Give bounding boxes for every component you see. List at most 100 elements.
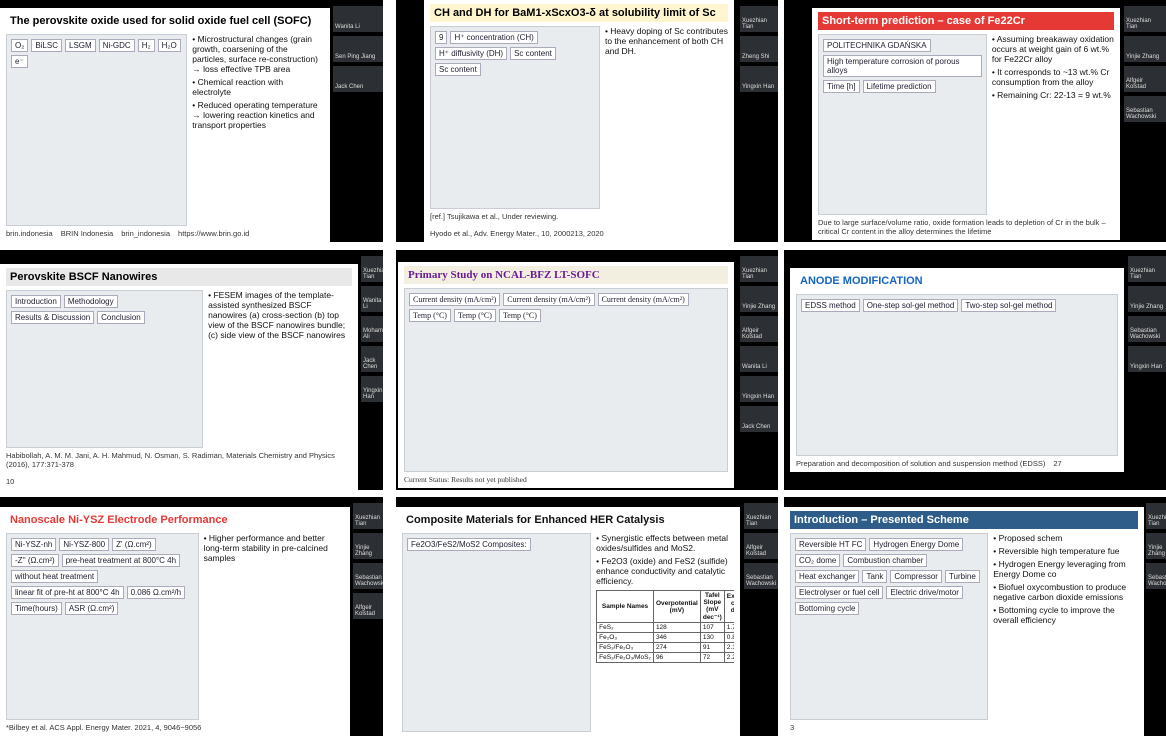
video-tile: ANODE MODIFICATION EDSS method One-step so… <box>784 250 1166 490</box>
participant: Sebastian Wachowski <box>353 563 383 589</box>
participants: Xuezhian Tian Yinjie Zhang Sebastian Wacho… <box>1128 256 1166 484</box>
bullet: Biofuel oxycombustion to produce negativ… <box>993 582 1138 602</box>
figure-label: LSGM <box>65 39 96 52</box>
text-block: Microstructural changes (grain growth, c… <box>192 34 324 226</box>
footer-text: brin.indonesia <box>6 229 53 238</box>
figure-label: pre-heat treatment at 800°C 4h <box>61 554 181 567</box>
figure-label: Heat exchanger <box>795 570 860 583</box>
figure: EDSS method One-step sol-gel method Two-st… <box>796 294 1118 456</box>
participant: Xuezhian Tian <box>1146 503 1166 529</box>
bullet: Reduced operating temperature → lowering… <box>192 100 324 130</box>
bullet: Heavy doping of Sc contributes to the en… <box>605 26 728 56</box>
participant: Xuezhian Tian <box>744 503 778 529</box>
figure: Ni-YSZ-nh Ni-YSZ-800 Z' (Ω.cm²) -Z'' (Ω.cm²… <box>6 533 199 720</box>
figure-label: Current density (mA/cm²) <box>597 293 689 306</box>
video-tile: Short-term prediction – case of Fe22Cr PO… <box>784 0 1166 242</box>
participants: Xuezhian Tian Yinjie Zhang Sebastian Wacho… <box>353 503 383 730</box>
figure: Fe2O3/FeS2/MoS2 Composites: <box>402 533 592 732</box>
figure-label: Z' (Ω.cm²) <box>112 538 156 551</box>
figure-label: Bottoming cycle <box>795 602 860 615</box>
figure-label: One-step sol-gel method <box>862 299 959 312</box>
table-cell: 72 <box>699 652 725 663</box>
slide-footer: Preparation and decomposition of solutio… <box>796 459 1118 468</box>
figure-label: Tank <box>862 570 888 583</box>
figure-label: Lifetime prediction <box>862 80 936 93</box>
text-block: Assuming breakaway oxidation occurs at w… <box>992 34 1114 215</box>
slide-title: Composite Materials for Enhanced HER Cat… <box>402 511 734 529</box>
figure-label: Combustion chamber <box>843 554 928 567</box>
table-cell: 2.2 <box>723 652 734 663</box>
slide: Primary Study on NCAL-BFZ LT-SOFC Current… <box>398 262 734 488</box>
table-cell: 2.14 <box>723 642 734 653</box>
participant: Yingxin Han <box>740 66 778 92</box>
text-block: Synergistic effects between metal oxides… <box>596 533 734 732</box>
participant: Jack Chen <box>740 406 778 432</box>
figure: Reversible HT FC Hydrogen Energy Dome CO₂ … <box>790 533 989 720</box>
figure-label: Introduction <box>11 295 61 308</box>
text-block: FESEM images of the template-assisted sy… <box>208 290 352 448</box>
footer-text: [ref.] Tsujikawa et al., Under reviewing… <box>430 212 559 221</box>
figure-label: Time(hours) <box>11 602 62 615</box>
figure-label: -Z'' (Ω.cm²) <box>11 554 59 567</box>
figure-label: H⁺ concentration (CH) <box>450 31 538 44</box>
figure-label: Methodology <box>63 295 118 308</box>
table-header: Sample Names Overpotential (mV) Tafel Slop… <box>596 590 734 623</box>
bullet: Chemical reaction with electrolyte <box>192 77 324 97</box>
bullet: Bottoming cycle to improve the overall e… <box>993 605 1138 625</box>
slide-title: CH and DH for BaM1-xScxO3-δ at solubilit… <box>430 4 728 22</box>
participant: Yinjie Zhang <box>740 286 778 312</box>
slide-footer: Current Status: Results not yet publishe… <box>404 475 728 484</box>
table-cell: 96 <box>652 652 701 663</box>
figure: 9 H⁺ concentration (CH) H⁺ diffusivity (DH… <box>430 26 600 209</box>
footer-text: Current Status: Results not yet publishe… <box>404 475 527 484</box>
footer-text: Hyodo et al., Adv. Energy Mater., 10, 20… <box>430 229 604 238</box>
header-cell: Sample Names <box>596 590 654 623</box>
header-cell: Exchange current density (mA) <box>723 590 734 623</box>
slide-title: Short-term prediction – case of Fe22Cr <box>818 12 1114 30</box>
figure-label: Sc content <box>510 47 556 60</box>
figure-label: ASR (Ω.cm²) <box>64 602 119 615</box>
table-cell: FeS₂/Fe₂O₃ <box>596 642 654 653</box>
participant: Jack Chen <box>333 66 383 92</box>
text-block: Heavy doping of Sc contributes to the en… <box>605 26 728 209</box>
slide: CH and DH for BaM1-xScxO3-δ at solubilit… <box>424 0 734 242</box>
participant: Alfgeir Kolstad <box>744 533 778 559</box>
figure-label: linear fit of pre-ht at 800°C 4h <box>11 586 124 599</box>
participant: Yingxin Han <box>361 376 383 402</box>
figure-label: Temp (°C) <box>409 309 451 322</box>
participant: Alfgeir Kolstad <box>740 316 778 342</box>
table-cell: 130 <box>699 632 725 643</box>
slide-title: ANODE MODIFICATION <box>796 272 1118 290</box>
figure-label: Temp (°C) <box>453 309 496 322</box>
figure-label: BiLSC <box>31 39 63 52</box>
participant: Xuezhian Tian <box>353 503 383 529</box>
footer-text: 3 <box>790 723 795 732</box>
bullet: Higher performance and better long-term … <box>204 533 344 563</box>
slide-footer: Due to large surface/volume ratio, oxide… <box>818 218 1114 236</box>
slide: Nanoscale Ni-YSZ Electrode Performance Ni… <box>0 507 350 736</box>
participants: Xuezhian Tian Yinjie Zhang Sebastian Wacho… <box>1146 503 1166 730</box>
slide-footer: Habibollah, A. M. M. Jani, A. H. Mahmud,… <box>6 451 352 486</box>
figure-label: Current density (mA/cm²) <box>409 293 501 306</box>
participant: Jack Chen <box>361 346 383 372</box>
slide: Introduction – Presented Scheme Reversibl… <box>784 507 1144 736</box>
figure-label: Electric drive/motor <box>886 586 963 599</box>
table-cell: 274 <box>652 642 701 653</box>
participants: Xuezhian Tian Yinjie Zhang Alfgeir Kolstad… <box>740 256 778 484</box>
table-cell: FeS₂ <box>596 622 654 633</box>
participant: Wanita Li <box>333 6 383 32</box>
bullet: Synergistic effects between metal oxides… <box>596 533 734 553</box>
participants: Wanita Li Sen Ping Jiang Jack Chen <box>333 6 383 236</box>
figure: Introduction Methodology Results & Discuss… <box>6 290 204 448</box>
figure-label: without heat treatment <box>11 570 99 583</box>
figure-label: CO₂ dome <box>795 554 841 567</box>
figure-label: Temp (°C) <box>498 309 541 322</box>
table-cell: FeS₂/Fe₂O₃/MoS₂ <box>596 652 654 663</box>
footer-text: https://www.brin.go.id <box>178 229 250 238</box>
slide-title: The perovskite oxide used for solid oxid… <box>10 15 312 27</box>
slide: Short-term prediction – case of Fe22Cr PO… <box>812 8 1120 240</box>
video-tile: Nanoscale Ni-YSZ Electrode Performance Ni… <box>0 497 383 736</box>
video-tile: Introduction – Presented Scheme Reversibl… <box>784 497 1166 736</box>
